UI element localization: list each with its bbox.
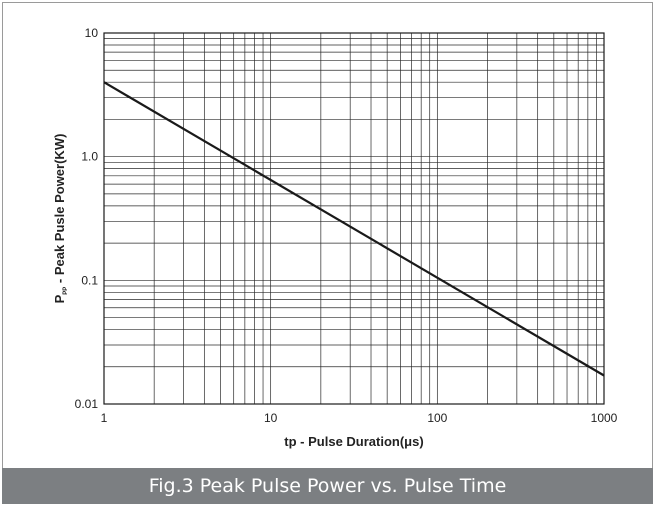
y-tick-labels: 0.01 0.1 1.0 10: [75, 26, 99, 411]
y-axis-label-sub: PP: [63, 287, 69, 295]
y-tick-label: 1.0: [81, 150, 98, 164]
figure-caption: Fig.3 Peak Pulse Power vs. Pulse Time: [2, 468, 653, 504]
series-group: [103, 81, 605, 377]
y-tick-label: 0.1: [81, 273, 98, 287]
x-tick-label: 1000: [591, 411, 618, 425]
y-tick-label: 10: [85, 26, 99, 40]
y-axis-label-main: P: [52, 294, 67, 303]
y-tick-label: 0.01: [75, 397, 99, 411]
series-line: [103, 81, 605, 377]
y-axis-label: PPP - Peak Pusle Power(KW): [52, 134, 69, 304]
x-tick-label: 100: [427, 411, 447, 425]
x-tick-label: 1: [101, 411, 108, 425]
x-tick-label: 10: [264, 411, 278, 425]
grid: [103, 33, 604, 405]
y-axis-label-rest: - Peak Pusle Power(KW): [52, 134, 67, 287]
x-tick-labels: 1 10 100 1000: [101, 411, 618, 425]
plot-area: [103, 32, 605, 405]
x-axis-label: tp - Pulse Duration(μs): [284, 434, 423, 449]
